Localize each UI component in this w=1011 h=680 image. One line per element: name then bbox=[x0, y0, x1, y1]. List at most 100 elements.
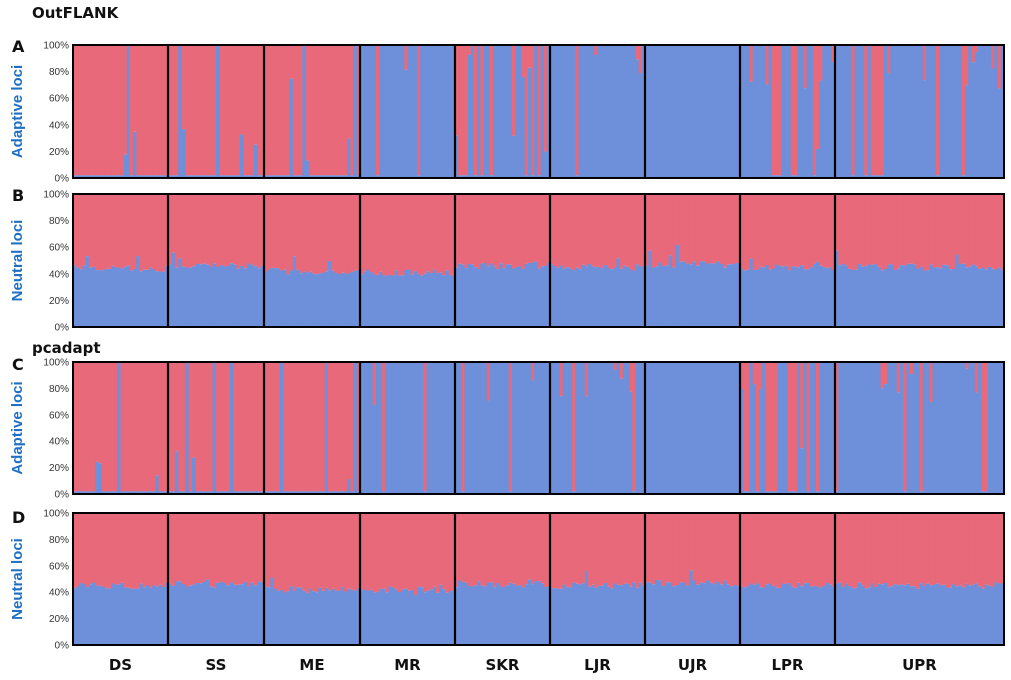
bar-segment-cluster2 bbox=[394, 362, 399, 494]
bar-segment-cluster2 bbox=[243, 491, 248, 494]
bar-segment-cluster2 bbox=[366, 362, 371, 494]
bar-segment-cluster1 bbox=[209, 362, 214, 492]
bar-segment-cluster2 bbox=[870, 264, 875, 327]
bar-segment-cluster1 bbox=[260, 194, 265, 266]
panel-frame bbox=[72, 44, 1005, 179]
bar-segment-cluster2 bbox=[695, 265, 700, 327]
bar-segment-cluster2 bbox=[607, 586, 611, 645]
bar-segment-cluster2 bbox=[893, 584, 898, 645]
population-block-ujr bbox=[645, 362, 741, 494]
bar-segment-cluster1 bbox=[305, 45, 310, 161]
bar-segment-cluster1 bbox=[246, 194, 251, 264]
bar-segment-cluster1 bbox=[726, 513, 731, 585]
bar-segment-cluster2 bbox=[553, 45, 557, 178]
bar-segment-cluster1 bbox=[216, 194, 221, 267]
bar-segment-cluster1 bbox=[880, 513, 885, 585]
bar-segment-cluster2 bbox=[391, 362, 396, 494]
bar-segment-cluster1 bbox=[219, 513, 224, 582]
bar-segment-cluster1 bbox=[155, 362, 160, 476]
bar-segment-cluster1 bbox=[257, 45, 262, 176]
bar-segment-cluster2 bbox=[736, 362, 741, 494]
bar-segment-cluster2 bbox=[518, 45, 523, 178]
bar-segment-cluster2 bbox=[682, 261, 687, 327]
bar-segment-cluster1 bbox=[178, 194, 183, 259]
bar-segment-cluster1 bbox=[781, 513, 785, 584]
bar-segment-cluster1 bbox=[394, 194, 399, 271]
population-block-lpr bbox=[740, 194, 836, 327]
bar-segment-cluster2 bbox=[410, 589, 415, 645]
bar-segment-cluster1 bbox=[337, 45, 342, 176]
bar-segment-cluster2 bbox=[922, 80, 927, 178]
bar-segment-cluster2 bbox=[706, 263, 711, 327]
bar-segment-cluster1 bbox=[903, 513, 908, 586]
bar-segment-cluster2 bbox=[360, 45, 364, 178]
bar-segment-cluster2 bbox=[171, 175, 176, 178]
bar-segment-cluster1 bbox=[264, 45, 268, 176]
bar-segment-cluster1 bbox=[149, 513, 153, 588]
bar-segment-cluster2 bbox=[971, 264, 976, 327]
bar-segment-cluster1 bbox=[997, 45, 1002, 89]
bar-segment-cluster2 bbox=[844, 583, 849, 645]
bar-segment-cluster2 bbox=[308, 175, 313, 178]
bar-segment-cluster2 bbox=[480, 362, 485, 494]
bar-segment-cluster2 bbox=[740, 586, 744, 645]
bar-segment-cluster2 bbox=[851, 175, 856, 178]
bar-segment-cluster2 bbox=[344, 591, 348, 645]
bar-segment-cluster2 bbox=[445, 45, 450, 178]
bar-segment-cluster2 bbox=[968, 45, 973, 178]
bar-segment-cluster1 bbox=[774, 362, 779, 492]
bar-segment-cluster2 bbox=[133, 131, 137, 178]
bar-segment-cluster2 bbox=[363, 589, 367, 645]
bar-segment-cluster1 bbox=[315, 45, 319, 176]
bar-segment-cluster2 bbox=[474, 267, 478, 327]
bar-segment-cluster2 bbox=[828, 45, 833, 178]
bar-segment-cluster2 bbox=[968, 585, 973, 645]
bar-segment-cluster1 bbox=[939, 194, 943, 269]
bar-segment-cluster2 bbox=[771, 268, 776, 327]
bar-segment-cluster2 bbox=[591, 362, 595, 494]
bar-segment-cluster2 bbox=[363, 271, 367, 327]
bar-segment-cluster2 bbox=[158, 491, 163, 494]
bar-segment-cluster1 bbox=[369, 194, 374, 273]
bar-segment-cluster2 bbox=[178, 45, 183, 178]
bar-segment-cluster2 bbox=[648, 250, 653, 327]
bar-segment-cluster1 bbox=[844, 194, 849, 266]
bar-segment-cluster2 bbox=[945, 587, 950, 645]
bar-segment-cluster1 bbox=[559, 513, 564, 589]
bar-segment-cluster2 bbox=[857, 582, 862, 645]
bar-segment-cluster2 bbox=[107, 588, 112, 645]
bar-segment-cluster2 bbox=[819, 80, 823, 178]
bar-segment-cluster1 bbox=[312, 362, 316, 492]
bar-segment-cluster2 bbox=[803, 362, 808, 494]
bar-segment-cluster2 bbox=[439, 584, 443, 645]
bar-segment-cluster2 bbox=[388, 45, 393, 178]
bar-segment-cluster2 bbox=[305, 491, 310, 494]
bar-segment-cluster1 bbox=[126, 513, 131, 588]
bar-segment-cluster2 bbox=[672, 362, 677, 494]
bar-segment-cluster1 bbox=[420, 513, 424, 588]
bar-segment-cluster2 bbox=[366, 45, 371, 178]
bar-segment-cluster2 bbox=[584, 396, 589, 494]
bar-segment-cluster1 bbox=[803, 45, 808, 89]
bar-segment-cluster2 bbox=[111, 583, 115, 645]
bar-segment-cluster1 bbox=[645, 194, 649, 266]
bar-segment-cluster2 bbox=[178, 581, 183, 645]
bar-segment-cluster1 bbox=[743, 362, 747, 492]
bar-segment-cluster2 bbox=[600, 45, 605, 178]
bar-segment-cluster1 bbox=[85, 45, 90, 176]
bar-segment-cluster1 bbox=[88, 362, 93, 492]
bar-segment-cluster1 bbox=[280, 194, 284, 271]
bar-segment-cluster2 bbox=[152, 585, 156, 645]
bar-segment-cluster1 bbox=[857, 194, 862, 265]
bar-segment-cluster1 bbox=[668, 194, 673, 256]
bar-segment-cluster2 bbox=[508, 45, 513, 178]
bar-segment-cluster2 bbox=[658, 580, 663, 645]
bar-segment-cluster2 bbox=[787, 270, 792, 327]
bar-segment-cluster2 bbox=[139, 491, 144, 494]
bar-segment-cluster2 bbox=[991, 586, 995, 645]
bar-segment-cluster2 bbox=[188, 175, 193, 178]
bar-segment-cluster1 bbox=[276, 194, 281, 269]
bar-segment-cluster2 bbox=[369, 272, 374, 327]
bar-segment-cluster1 bbox=[726, 194, 731, 265]
bar-segment-cluster2 bbox=[800, 265, 804, 327]
